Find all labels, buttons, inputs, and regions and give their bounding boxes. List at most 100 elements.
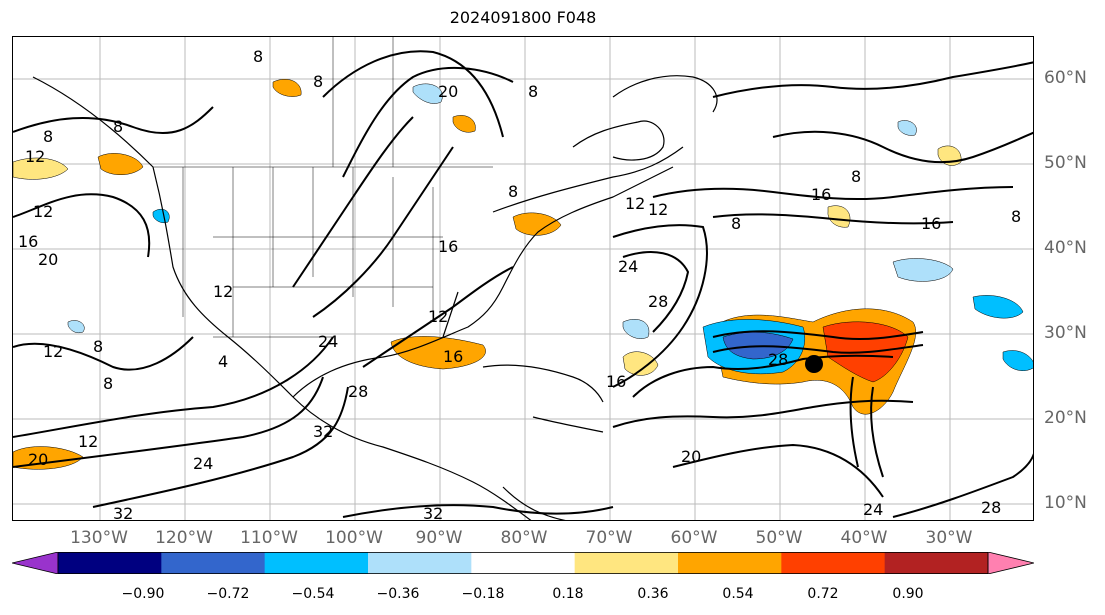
shade-yellow-9 [452, 115, 476, 133]
lon-label: 100°W [325, 528, 383, 548]
colorbar-extend-high [987, 552, 1034, 574]
contour-label: 20 [681, 447, 701, 466]
shade-yellow-1 [622, 351, 659, 376]
colorbar-extend-low [12, 552, 59, 574]
contour-label: 28 [768, 350, 788, 369]
contour-label: 8 [1011, 207, 1021, 226]
contour-label: 24 [318, 332, 338, 351]
colorbar-segment [368, 552, 472, 574]
lat-label: 30°N [1044, 323, 1087, 343]
map-svg: 8 12 16 8 12 8 8 8 20 12 8 12 4 16 8 12 … [13, 37, 1033, 521]
contour-label: 16 [438, 237, 458, 256]
contour-label: 12 [648, 200, 668, 219]
contour-label: 32 [423, 504, 443, 521]
lon-label: 50°W [755, 528, 803, 548]
lon-label: 120°W [155, 528, 213, 548]
contour-label: 20 [28, 450, 48, 469]
colorbar-segment [58, 552, 162, 574]
colorbar-segment [161, 552, 266, 574]
shade-light-blue-2 [972, 295, 1024, 319]
map-panel: 8 12 16 8 12 8 8 8 20 12 8 12 4 16 8 12 … [12, 36, 1034, 521]
contour-label: 8 [103, 374, 113, 393]
colorbar-tick: −0.90 [121, 586, 165, 602]
contour-label: 12 [25, 147, 45, 166]
contour-label: 8 [528, 82, 538, 101]
plot-title: 2024091800 F048 [449, 8, 597, 27]
colorbar-tick: −0.72 [206, 586, 250, 602]
contour-label: 8 [93, 337, 103, 356]
colorbar-tick: 0.54 [722, 586, 754, 602]
shade-yellow-8 [272, 79, 302, 97]
lat-label: 20°N [1044, 408, 1087, 428]
lon-label: 70°W [585, 528, 633, 548]
lon-label: 30°W [925, 528, 973, 548]
contour-label: 8 [313, 72, 323, 91]
contour-label: 8 [508, 182, 518, 201]
shade-yellow-2 [13, 446, 84, 470]
contour-label-group: 8 12 16 8 12 8 8 8 20 12 8 12 4 16 8 12 … [18, 47, 1021, 521]
contour-label: 16 [18, 232, 38, 251]
colorbar-segments [12, 552, 1034, 574]
shade-light-blue-1 [892, 258, 954, 282]
lat-label: 60°N [1044, 68, 1087, 88]
colorbar-tick: −0.18 [461, 586, 505, 602]
contour-label: 16 [921, 214, 941, 233]
contour-label: 16 [606, 372, 626, 391]
contour-label: 28 [348, 382, 368, 401]
political-borders [153, 37, 493, 338]
lon-label: 40°W [840, 528, 888, 548]
colorbar-segment [264, 552, 369, 574]
colorbar-segment [884, 552, 989, 574]
contour-label: 20 [438, 82, 458, 101]
colorbar-outline [57, 552, 989, 574]
coastlines [32, 75, 718, 520]
colorbar-tick: −0.36 [376, 586, 420, 602]
contour-label: 12 [213, 282, 233, 301]
shade-blue-4 [622, 319, 650, 339]
colorbar [12, 552, 1034, 574]
lat-label: 40°N [1044, 238, 1087, 258]
contour-label: 28 [648, 292, 668, 311]
colorbar-tick: 0.36 [637, 586, 669, 602]
contour-label: 8 [43, 127, 53, 146]
shade-yellow-6 [512, 212, 562, 236]
lon-label: 110°W [240, 528, 298, 548]
shade-blue-5 [67, 320, 85, 333]
colorbar-tick: 0.90 [892, 586, 924, 602]
shade-yellow-10 [827, 205, 851, 228]
contour-label: 8 [851, 167, 861, 186]
contour-label: 24 [863, 500, 883, 519]
shading [13, 79, 1033, 470]
lon-label: 80°W [500, 528, 548, 548]
contour-label: 12 [428, 307, 448, 326]
contour-label: 8 [113, 117, 123, 136]
contour-label: 8 [731, 214, 741, 233]
contour-label: 28 [981, 498, 1001, 517]
shade-blue-1 [152, 208, 170, 223]
colorbar-segment [678, 552, 782, 574]
shade-yellow-3 [13, 157, 69, 180]
shade-yellow-4 [97, 153, 144, 175]
shade-light-blue-3 [1002, 350, 1033, 371]
lat-label: 10°N [1044, 493, 1087, 513]
lat-label: 50°N [1044, 153, 1087, 173]
colorbar-tick: 0.72 [807, 586, 839, 602]
contour-label: 32 [113, 504, 133, 521]
colorbar-tick: 0.18 [552, 586, 584, 602]
contour-label: 12 [43, 342, 63, 361]
contour-label: 16 [443, 347, 463, 366]
lon-label: 90°W [415, 528, 463, 548]
colorbar-segment [574, 552, 679, 574]
contour-label: 20 [38, 250, 58, 269]
contour-label: 12 [625, 194, 645, 213]
shade-yellow-5 [390, 336, 486, 370]
colorbar-segment [471, 552, 576, 574]
colorbar-segment [781, 552, 886, 574]
lon-label: 60°W [670, 528, 718, 548]
contour-label: 24 [618, 257, 638, 276]
shade-blue-3 [897, 120, 917, 136]
shade-blue-2 [412, 83, 443, 104]
contour-label: 12 [33, 202, 53, 221]
contour-lines [13, 50, 1033, 518]
contour-label: 16 [811, 185, 831, 204]
